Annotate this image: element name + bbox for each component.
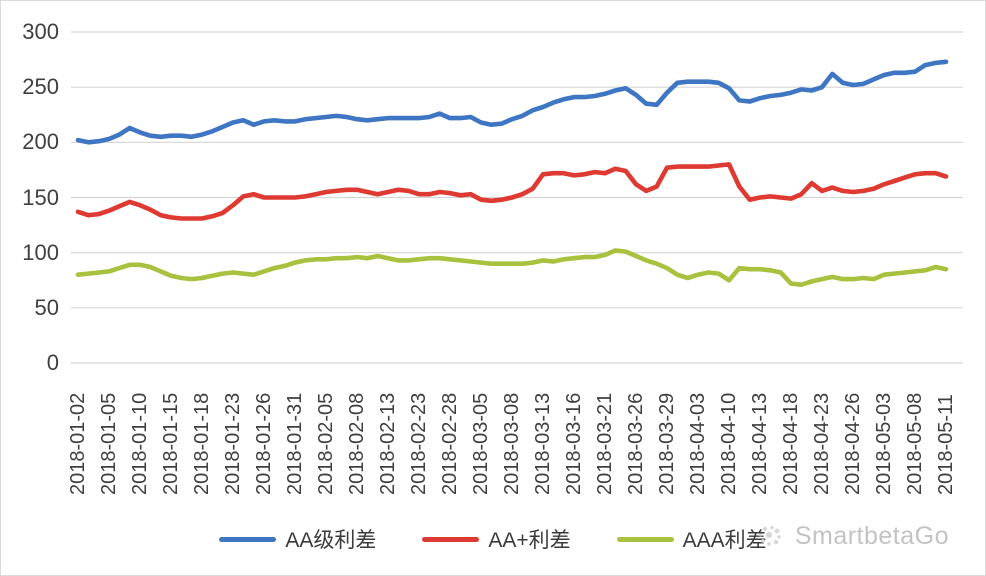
x-tick-label-10: 2018-02-13: [377, 392, 399, 495]
x-tick-label-7: 2018-01-31: [284, 392, 306, 495]
watermark-brand-text: SmartbetaGo: [794, 521, 949, 550]
x-tick-label-15: 2018-03-13: [532, 392, 554, 495]
x-tick-label-21: 2018-04-10: [718, 392, 740, 495]
x-tick-label-28: 2018-05-11: [935, 394, 957, 495]
x-tick-label-6: 2018-01-26: [253, 392, 275, 495]
y-tick-label-250: 250: [22, 74, 59, 100]
legend-line-swatch-1: [422, 536, 480, 542]
x-tick-label-17: 2018-03-21: [594, 392, 616, 495]
y-tick-label-100: 100: [22, 239, 59, 265]
legend-item-1: AA+利差: [422, 524, 571, 554]
legend-item-0: AA级利差: [219, 524, 376, 554]
x-tick-label-23: 2018-04-18: [780, 392, 802, 495]
x-tick-label-8: 2018-02-05: [315, 392, 337, 495]
legend-line-swatch-0: [219, 536, 277, 542]
x-tick-label-4: 2018-01-18: [191, 392, 213, 495]
x-tick-label-27: 2018-05-08: [904, 392, 926, 495]
y-tick-label-0: 0: [46, 350, 59, 375]
x-tick-label-13: 2018-03-05: [470, 392, 492, 495]
y-tick-label-300: 300: [22, 19, 59, 44]
x-tick-label-19: 2018-03-29: [656, 392, 678, 495]
legend-label-2: AAA利差: [682, 529, 767, 552]
legend-item-2: AAA利差: [616, 524, 767, 554]
x-tick-label-20: 2018-04-03: [687, 392, 709, 495]
legend-label-0: AA级利差: [285, 529, 377, 552]
x-tick-label-2: 2018-01-10: [129, 392, 151, 495]
x-tick-label-22: 2018-04-13: [749, 392, 771, 495]
x-tick-label-0: 2018-01-02: [67, 392, 89, 495]
series-line-1: [75, 162, 949, 221]
smartbetago-logo-icon: [758, 525, 781, 546]
x-tick-label-16: 2018-03-16: [563, 392, 585, 495]
series-line-2: [75, 248, 949, 288]
watermark: SmartbetaGo: [755, 521, 949, 551]
chart-legend: AA级利差 AA+利差 AAA利差: [1, 524, 985, 554]
x-tick-label-1: 2018-01-05: [98, 392, 120, 495]
x-tick-label-24: 2018-04-23: [811, 392, 833, 495]
x-tick-label-25: 2018-04-26: [842, 392, 864, 495]
x-tick-label-18: 2018-03-26: [625, 392, 647, 495]
x-tick-label-9: 2018-02-08: [346, 392, 368, 495]
x-tick-label-3: 2018-01-15: [160, 392, 182, 495]
y-tick-label-50: 50: [34, 294, 59, 320]
x-tick-label-5: 2018-01-23: [222, 392, 244, 495]
x-tick-label-11: 2018-02-23: [408, 392, 430, 495]
x-tick-label-14: 2018-03-08: [501, 392, 523, 495]
series-line-0: [75, 59, 949, 145]
y-tick-label-200: 200: [22, 129, 59, 155]
x-tick-label-26: 2018-05-03: [873, 392, 895, 495]
x-tick-label-12: 2018-02-28: [439, 392, 461, 495]
legend-label-1: AA+利差: [488, 529, 571, 552]
legend-line-swatch-2: [616, 536, 674, 542]
y-tick-label-150: 150: [22, 184, 59, 210]
